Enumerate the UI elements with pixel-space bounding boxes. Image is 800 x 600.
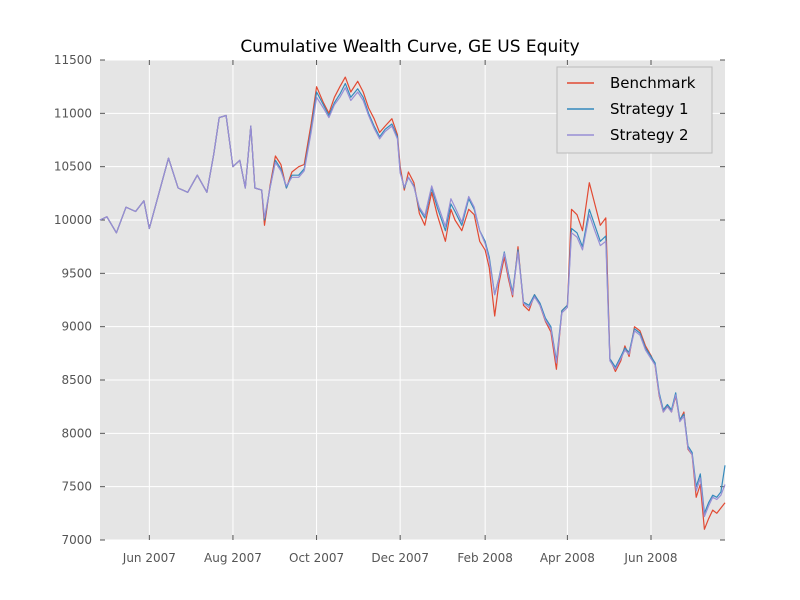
series-line-3: [99, 87, 726, 518]
x-tick-label: Aug 2007: [204, 551, 262, 565]
x-tick-label: Jun 2008: [623, 551, 677, 565]
y-tick-label: 9000: [61, 320, 92, 334]
legend-label: Strategy 2: [610, 126, 689, 144]
grid: [100, 59, 725, 541]
y-tick-label: 10000: [54, 213, 92, 227]
y-tick-label: 11000: [54, 106, 92, 120]
legend: Benchmark Strategy 1 Strategy 2: [556, 66, 713, 154]
y-tick-label: 7500: [61, 480, 92, 494]
x-tick-label: Oct 2007: [289, 551, 344, 565]
y-tick-label: 9500: [61, 266, 92, 280]
axes: 7000 7500 8000 8500 9000 9500 10000 10500 11000 1…: [54, 53, 725, 565]
x-tick-label: Feb 2008: [457, 551, 513, 565]
x-tick-label: Jun 2007: [122, 551, 176, 565]
y-tick-label: 7000: [61, 533, 92, 547]
x-tick-label: Apr 2008: [540, 551, 595, 565]
x-tick-label: Dec 2007: [371, 551, 429, 565]
legend-box: [556, 66, 713, 154]
y-tick-label: 8500: [61, 373, 92, 387]
y-tick-label: 8000: [61, 426, 92, 440]
legend-label: Strategy 1: [610, 100, 689, 118]
legend-label: Benchmark: [610, 74, 696, 92]
y-tick-label: 11500: [54, 53, 92, 67]
series-layer: [99, 76, 726, 530]
chart-title: Cumulative Wealth Curve, GE US Equity: [240, 37, 579, 57]
y-tick-label: 10500: [54, 160, 92, 174]
